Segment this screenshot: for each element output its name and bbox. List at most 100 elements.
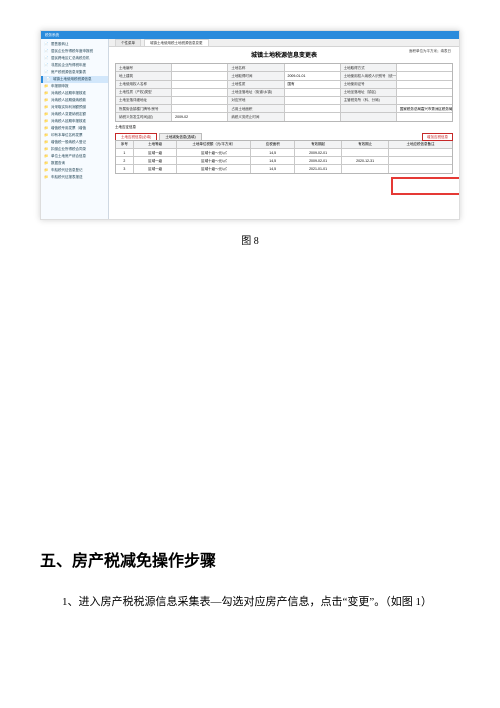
field-label: 占用土地面积 bbox=[227, 105, 283, 112]
sidebar-item[interactable]: 📄非居民企业所得税年度 bbox=[41, 62, 108, 69]
sidebar-item[interactable]: 📄居民企业所得税年度申报税 bbox=[41, 48, 108, 55]
window-titlebar[interactable]: 税务系统 bbox=[41, 31, 459, 39]
field-label: 土地取得方式 bbox=[340, 64, 396, 71]
field-value[interactable] bbox=[396, 81, 452, 88]
sidebar-item-label: 增值税专用发票（增值 bbox=[51, 126, 86, 130]
field-value[interactable] bbox=[284, 97, 340, 104]
sidebar-item-label: 车船税代征信息登记 bbox=[51, 168, 83, 172]
sidebar-item[interactable]: 📁对采取实际利润额预缴 bbox=[41, 104, 108, 111]
table-cell[interactable] bbox=[388, 148, 452, 156]
sidebar-item-label: 城镇土地使用税税源信息 bbox=[53, 77, 92, 81]
fields-pane: 土地编号土地名称土地取得方式地上建筑土地取得时间2009-01-01土地使用权人… bbox=[115, 63, 453, 121]
field-value[interactable]: 国有 bbox=[284, 81, 340, 88]
app-tab[interactable]: 个性菜单 bbox=[115, 39, 141, 46]
table-cell[interactable]: 2009-02-01 bbox=[294, 148, 341, 156]
sidebar-item-label: 扣缴企业所得税合同录 bbox=[51, 147, 86, 151]
table-cell[interactable]: 14,5 bbox=[250, 164, 294, 172]
sidebar-item[interactable]: 📁车船税代征信息登记 bbox=[41, 167, 108, 174]
app-tab[interactable]: 城镇土地使用税土地税源信息变更 bbox=[144, 39, 209, 46]
field-label bbox=[340, 113, 396, 120]
add-taxable-button[interactable]: 增加应税信息 bbox=[422, 133, 453, 141]
field-value[interactable] bbox=[171, 97, 227, 104]
field-value[interactable] bbox=[171, 105, 227, 112]
sidebar-item[interactable]: 📁对纳税人延期申报核准 bbox=[41, 118, 108, 125]
sidebar-item[interactable]: 📁增值税一般纳税人登记 bbox=[41, 139, 108, 146]
sidebar-item[interactable]: 📁印有本单位名称发票 bbox=[41, 132, 108, 139]
field-value[interactable]: 国家税务总局嘉兴市秀洲区税务局 bbox=[396, 105, 452, 112]
field-value[interactable]: 2009-01-01 bbox=[284, 72, 340, 79]
folder-icon: 📁 bbox=[44, 126, 49, 131]
field-value[interactable] bbox=[396, 64, 452, 71]
sidebar-item[interactable]: 📄居民跨地区汇总纳税总机 bbox=[41, 55, 108, 62]
field-label: 纳税义务发生时间(起) bbox=[116, 113, 171, 120]
sidebar-item[interactable]: 📁对纳税人变更纳税定额 bbox=[41, 111, 108, 118]
table-cell[interactable]: 1 bbox=[116, 148, 133, 156]
doc-title: 城镇土地税源信息变更表 bbox=[115, 53, 453, 60]
subtabs-label: 土地应征信息 bbox=[115, 125, 453, 129]
section-title: 五、房产税减免操作步骤 bbox=[40, 547, 460, 571]
field-value[interactable] bbox=[284, 89, 340, 96]
sidebar-item[interactable]: 📄房产税税源信息采集表 bbox=[41, 69, 108, 76]
sidebar-item-label: 数据查询 bbox=[51, 161, 65, 165]
table-cell[interactable] bbox=[388, 164, 452, 172]
sidebar-item-label: 申报期申报 bbox=[51, 84, 69, 88]
table-cell[interactable] bbox=[341, 148, 388, 156]
sidebar-item-label: 限售股转让 bbox=[51, 42, 69, 46]
sidebar-item-label: 对纳税人延期申报核准 bbox=[51, 91, 86, 95]
sidebar-item[interactable]: 📁车船税代征报表报送 bbox=[41, 174, 108, 181]
folder-icon: 📁 bbox=[44, 161, 49, 166]
field-value[interactable] bbox=[396, 113, 452, 120]
sidebar-item[interactable]: 📁对纳税人延期缴纳税款 bbox=[41, 97, 108, 104]
table-cell[interactable]: 2020-12-31 bbox=[341, 156, 388, 164]
col-header: 有效期起 bbox=[294, 141, 341, 148]
field-value[interactable] bbox=[396, 89, 452, 96]
table-cell[interactable]: 区域十级～元/㎡ bbox=[176, 164, 250, 172]
sidebar-item[interactable]: 📄限售股转让 bbox=[41, 41, 108, 48]
table-cell[interactable] bbox=[388, 156, 452, 164]
field-value[interactable] bbox=[171, 81, 227, 88]
sidebar-item-label: 对纳税人变更纳税定额 bbox=[51, 112, 86, 116]
field-value[interactable] bbox=[171, 72, 227, 79]
field-value[interactable] bbox=[171, 89, 227, 96]
sidebar-item-label: 单位土地房产综合信息 bbox=[51, 154, 86, 158]
folder-icon: 📁 bbox=[44, 91, 49, 96]
col-header: 有效期止 bbox=[341, 141, 388, 148]
folder-icon: 📁 bbox=[44, 168, 49, 173]
table-cell[interactable]: 3 bbox=[116, 164, 133, 172]
field-value[interactable] bbox=[396, 97, 452, 104]
field-value[interactable] bbox=[396, 72, 452, 79]
field-label: 土地使用权人纳税人识别号（统一社会信用代码) bbox=[340, 72, 396, 79]
table-cell[interactable]: 区域十级～元/㎡ bbox=[176, 156, 250, 164]
table-cell[interactable]: 14,5 bbox=[250, 148, 294, 156]
table-cell[interactable]: 区域一级 bbox=[133, 148, 177, 156]
sidebar-item[interactable]: 📁单位土地房产综合信息 bbox=[41, 153, 108, 160]
table-cell[interactable]: 2 bbox=[116, 156, 133, 164]
field-label bbox=[340, 105, 396, 112]
sidebar-item[interactable]: 📁增值税专用发票（增值 bbox=[41, 125, 108, 132]
table-cell[interactable] bbox=[341, 164, 388, 172]
subtab-taxable[interactable]: 土地应税信息(必填) bbox=[115, 133, 157, 140]
subtab-reduction[interactable]: 土地减免信息(选填) bbox=[159, 133, 201, 140]
sidebar-item-label: 车船税代征报表报送 bbox=[51, 175, 83, 179]
field-value[interactable]: 2009-02 bbox=[171, 113, 227, 120]
field-value[interactable] bbox=[284, 113, 340, 120]
field-label: 土地性质（产权)类型 bbox=[116, 89, 171, 96]
folder-icon: 📁 bbox=[44, 147, 49, 152]
field-value[interactable] bbox=[171, 64, 227, 71]
field-value[interactable] bbox=[284, 105, 340, 112]
folder-icon: 📁 bbox=[44, 112, 49, 117]
table-cell[interactable]: 2021-01-01 bbox=[294, 164, 341, 172]
table-cell[interactable]: 14,5 bbox=[250, 156, 294, 164]
table-cell[interactable]: 区域一级 bbox=[133, 164, 177, 172]
sidebar-item[interactable]: 📁申报期申报 bbox=[41, 83, 108, 90]
sidebar-item[interactable]: 📄城镇土地使用税税源信息 bbox=[41, 76, 108, 83]
table-cell[interactable]: 区域十级～元/㎡ bbox=[176, 148, 250, 156]
sidebar-item[interactable]: 📁数据查询 bbox=[41, 160, 108, 167]
sidebar-item[interactable]: 📁扣缴企业所得税合同录 bbox=[41, 146, 108, 153]
field-label: 土地坐落地址（镇区) bbox=[340, 89, 396, 96]
table-cell[interactable]: 区域一级 bbox=[133, 156, 177, 164]
table-cell[interactable]: 2009-02-01 bbox=[294, 156, 341, 164]
field-value[interactable] bbox=[284, 64, 340, 71]
sidebar-item[interactable]: 📁对纳税人延期申报核准 bbox=[41, 90, 108, 97]
folder-icon: 📁 bbox=[44, 119, 49, 124]
